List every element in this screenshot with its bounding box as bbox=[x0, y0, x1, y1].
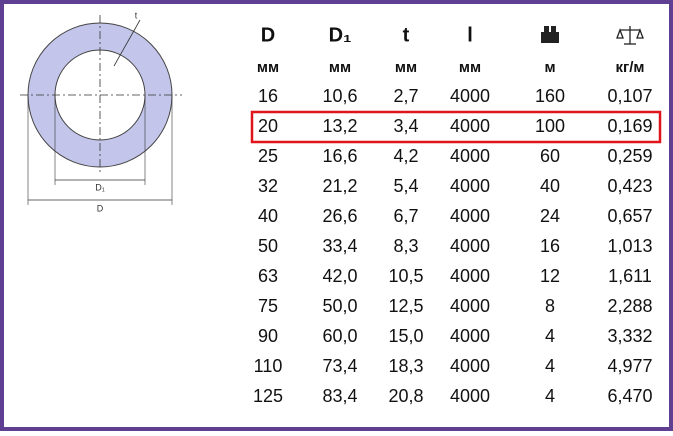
t-leader bbox=[113, 19, 141, 67]
cell: 4000 bbox=[450, 236, 490, 256]
cell: 3,4 bbox=[393, 116, 418, 136]
d1-label: D₁ bbox=[95, 182, 105, 192]
cell: 15,0 bbox=[388, 326, 423, 346]
cell: 4000 bbox=[450, 296, 490, 316]
cell: 73,4 bbox=[322, 356, 357, 376]
column-unit: мм bbox=[257, 59, 279, 76]
icon-part bbox=[541, 32, 559, 43]
cell: 110 bbox=[254, 356, 283, 376]
cell: 60 bbox=[540, 146, 560, 166]
cell: 2,288 bbox=[607, 296, 652, 316]
d-label: D bbox=[97, 203, 104, 213]
cell: 10,5 bbox=[388, 266, 423, 286]
cell: 4000 bbox=[450, 326, 490, 346]
cell: 4000 bbox=[450, 356, 490, 376]
column-unit: кг/м bbox=[615, 59, 644, 76]
row-highlight bbox=[250, 110, 662, 144]
cell: 42,0 bbox=[322, 266, 357, 286]
cell: 12,5 bbox=[388, 296, 423, 316]
cell: 83,4 bbox=[322, 386, 357, 406]
cell: 4000 bbox=[450, 206, 490, 226]
cell: 4000 bbox=[450, 86, 490, 106]
column-unit: м bbox=[544, 59, 555, 76]
cell: 6,7 bbox=[393, 206, 418, 226]
weight-icon bbox=[616, 26, 644, 45]
icon-part bbox=[544, 26, 549, 32]
t-label: t bbox=[135, 10, 138, 20]
cell: 1,013 bbox=[607, 236, 652, 256]
cell: 10,6 bbox=[322, 86, 357, 106]
cell: 100 bbox=[535, 116, 565, 136]
cell: 4000 bbox=[450, 266, 490, 286]
cell: 4,977 bbox=[607, 356, 652, 376]
cell: 16 bbox=[540, 236, 560, 256]
cell: 60,0 bbox=[322, 326, 357, 346]
cell: 20 bbox=[258, 116, 278, 136]
cell: 20,8 bbox=[388, 386, 423, 406]
cell: 50 bbox=[258, 236, 278, 256]
cell: 0,259 bbox=[607, 146, 652, 166]
cell: 0,107 bbox=[607, 86, 652, 106]
cell: 160 bbox=[535, 86, 565, 106]
column-header: t bbox=[403, 24, 410, 46]
column-unit: мм bbox=[395, 59, 417, 76]
cell: 4000 bbox=[450, 386, 490, 406]
column-unit: мм bbox=[329, 59, 351, 76]
cell: 8,3 bbox=[393, 236, 418, 256]
cell: 5,4 bbox=[393, 176, 418, 196]
cell: 18,3 bbox=[388, 356, 423, 376]
column-unit: мм bbox=[459, 59, 481, 76]
cell: 4 bbox=[545, 326, 555, 346]
cell: 4000 bbox=[450, 146, 490, 166]
cell: 24 bbox=[540, 206, 560, 226]
cell: 40 bbox=[258, 206, 278, 226]
cell: 12 bbox=[540, 266, 560, 286]
cell: 21,2 bbox=[322, 176, 357, 196]
cell: 13,2 bbox=[322, 116, 357, 136]
cell: 32 bbox=[258, 176, 278, 196]
cell: 75 bbox=[258, 296, 278, 316]
cell: 63 bbox=[258, 266, 278, 286]
column-header: D bbox=[261, 24, 275, 46]
cell: 4000 bbox=[450, 116, 490, 136]
cell: 26,6 bbox=[322, 206, 357, 226]
cell: 3,332 bbox=[607, 326, 652, 346]
cell: 0,169 bbox=[607, 116, 652, 136]
cell: 4000 bbox=[450, 176, 490, 196]
pipe-diagram: t D₁ D bbox=[20, 10, 182, 213]
icon-part bbox=[616, 28, 644, 39]
column-header: D₁ bbox=[329, 24, 352, 46]
cell: 6,470 bbox=[607, 386, 652, 406]
cell: 8 bbox=[545, 296, 555, 316]
cell: 1,611 bbox=[608, 266, 652, 286]
cell: 4 bbox=[545, 386, 555, 406]
cell: 16 bbox=[258, 86, 278, 106]
cell: 50,0 bbox=[322, 296, 357, 316]
column-header: l bbox=[467, 24, 473, 46]
packing-icon bbox=[541, 26, 559, 43]
cell: 90 bbox=[258, 326, 278, 346]
cell: 16,6 bbox=[322, 146, 357, 166]
cell: 0,423 bbox=[607, 176, 652, 196]
cell: 0,657 bbox=[607, 206, 652, 226]
cell: 2,7 bbox=[393, 86, 418, 106]
cell: 40 bbox=[540, 176, 560, 196]
icon-part bbox=[551, 26, 556, 32]
cell: 4,2 bbox=[393, 146, 418, 166]
cell: 33,4 bbox=[322, 236, 357, 256]
cell: 25 bbox=[258, 146, 278, 166]
cell: 125 bbox=[253, 386, 283, 406]
cell: 4 bbox=[545, 356, 555, 376]
